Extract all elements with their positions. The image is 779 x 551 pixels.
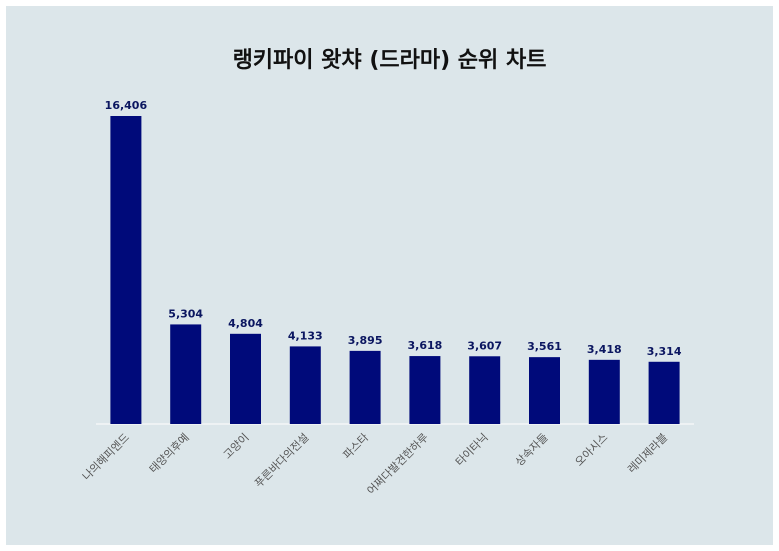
bar-4 (289, 346, 321, 424)
value-label-5: 3,895 (348, 334, 383, 347)
value-label-1: 16,406 (105, 99, 148, 112)
chart-title: 랭키파이 왓챠 (드라마) 순위 차트 (232, 48, 547, 73)
value-label-3: 4,804 (228, 317, 263, 330)
bar-1 (110, 116, 142, 424)
bars-group (110, 116, 680, 424)
x-tick-label-2: 태양의후예 (147, 431, 192, 476)
chart-frame: 랭키파이 왓챠 (드라마) 순위 차트 16,406 5,304 4,804 4,13… (6, 6, 773, 545)
x-tick-label-7: 타이타닉 (453, 431, 491, 469)
bar-7 (469, 356, 501, 424)
value-label-7: 3,607 (467, 339, 502, 352)
bar-10 (648, 361, 680, 424)
bar-2 (170, 324, 202, 424)
value-label-8: 3,561 (527, 340, 562, 353)
bar-3 (230, 333, 261, 424)
x-tick-label-3: 고양이 (221, 431, 252, 462)
x-tick-label-6: 어쩌다발견한하루 (364, 430, 431, 497)
value-label-10: 3,314 (647, 345, 682, 358)
x-tick-label-1: 나의해피엔드 (79, 430, 132, 483)
value-label-2: 5,304 (168, 307, 203, 320)
value-label-4: 4,133 (288, 329, 323, 342)
x-tick-label-5: 파스타 (341, 431, 372, 462)
value-label-6: 3,618 (408, 339, 443, 352)
bar-chart: 16,406 5,304 4,804 4,133 3,895 3,618 3,607 3,56… (79, 99, 694, 497)
x-tick-label-10: 레미제라블 (625, 431, 670, 476)
x-tick-label-8: 상속자들 (513, 431, 551, 469)
value-labels-group: 16,406 5,304 4,804 4,133 3,895 3,618 3,607 3,56… (105, 99, 682, 358)
bar-5 (349, 350, 381, 424)
bar-8 (529, 357, 560, 424)
x-tick-label-4: 푸른바다의전설 (252, 431, 311, 490)
x-tick-label-9: 오아시스 (573, 431, 611, 469)
value-label-9: 3,418 (587, 343, 622, 356)
bar-6 (409, 356, 441, 424)
bar-9 (588, 359, 620, 424)
